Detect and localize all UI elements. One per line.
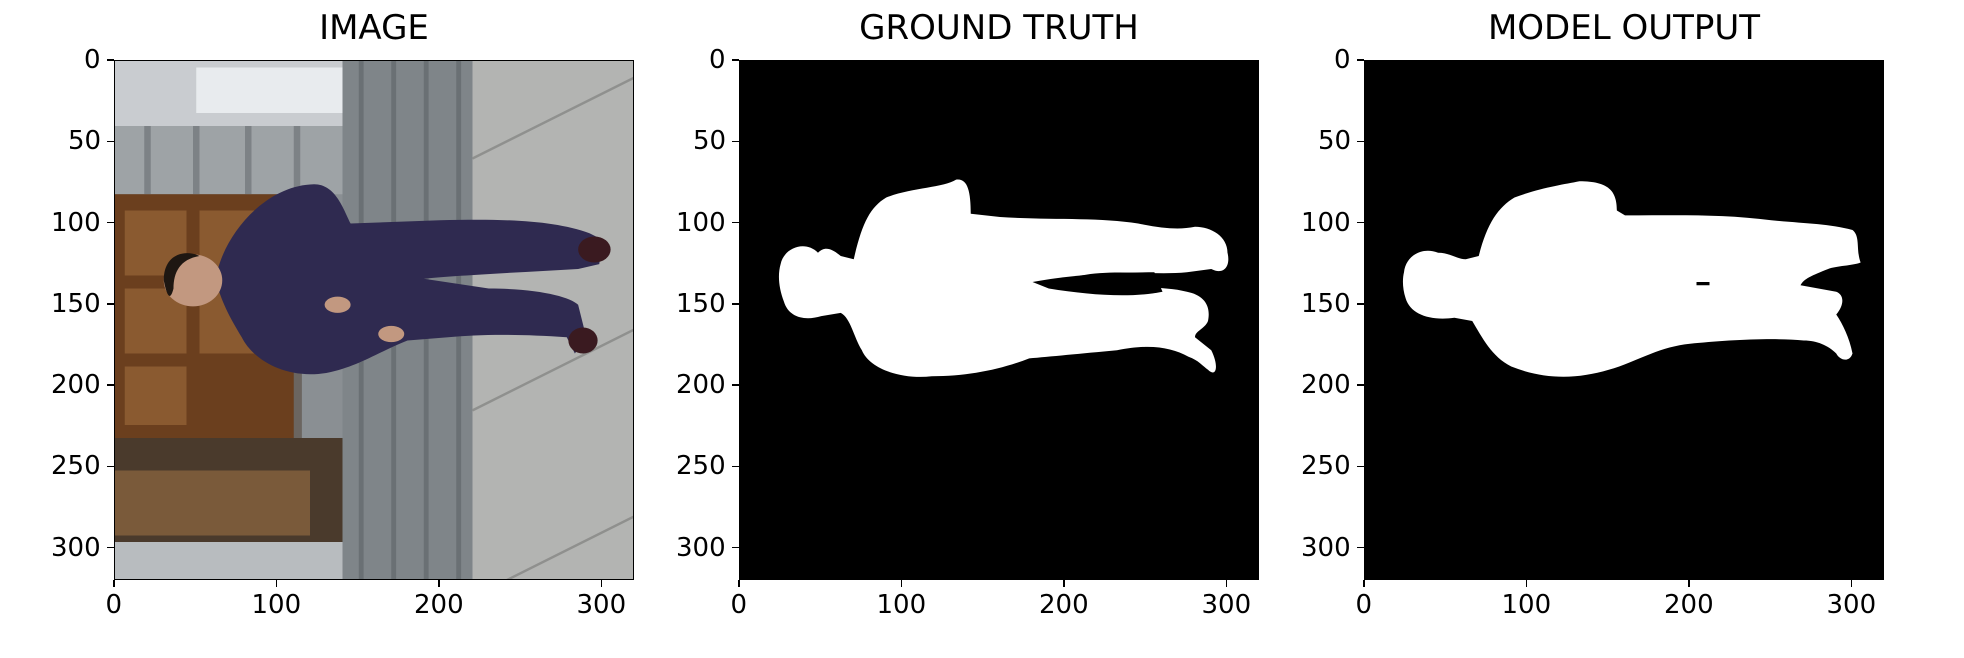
x-tick-mark xyxy=(275,580,278,587)
x-tick-mark xyxy=(1063,580,1065,587)
y-tick-mark xyxy=(107,221,114,224)
y-tick-label: 150 xyxy=(676,288,726,319)
y-tick-label: 300 xyxy=(676,532,726,563)
y-tick-label: 300 xyxy=(1301,532,1351,563)
x-tick-label: 200 xyxy=(1664,590,1714,620)
ground-truth-axes xyxy=(739,60,1259,580)
panel-title: GROUND TRUTH xyxy=(859,8,1139,48)
y-tick-label: 250 xyxy=(1301,451,1351,482)
y-tick-mark xyxy=(1357,546,1364,549)
y-tick-mark xyxy=(1357,465,1364,467)
y-tick-mark xyxy=(732,221,739,224)
x-tick-mark xyxy=(600,580,603,587)
y-tick-mark xyxy=(1357,384,1364,386)
y-tick-label: 0 xyxy=(84,45,101,75)
y-tick-mark xyxy=(1357,59,1364,61)
x-tick-label: 300 xyxy=(1826,590,1877,620)
y-tick-mark xyxy=(732,546,739,549)
y-tick-label: 100 xyxy=(1301,207,1351,238)
x-tick-mark xyxy=(738,580,740,587)
x-tick-label: 100 xyxy=(1501,590,1552,620)
y-tick-label: 300 xyxy=(51,532,101,563)
y-tick-label: 0 xyxy=(1334,45,1351,75)
x-tick-mark xyxy=(438,580,440,587)
x-tick-label: 100 xyxy=(251,590,302,620)
x-tick-label: 0 xyxy=(1355,590,1373,620)
y-tick-mark xyxy=(732,384,739,386)
y-tick-mark xyxy=(732,465,739,467)
model-output-axes xyxy=(1364,60,1884,580)
y-tick-mark xyxy=(732,59,739,61)
y-tick-mark xyxy=(107,303,114,305)
y-tick-mark xyxy=(1357,221,1364,224)
x-tick-label: 200 xyxy=(1039,590,1089,620)
y-tick-label: 100 xyxy=(51,207,101,238)
ground-truth-mask xyxy=(740,61,1258,579)
x-tick-label: 0 xyxy=(105,590,123,620)
y-tick-mark xyxy=(107,59,114,61)
y-tick-mark xyxy=(1357,303,1364,305)
photo-axes xyxy=(114,60,634,580)
x-tick-mark xyxy=(1363,580,1365,587)
y-tick-label: 150 xyxy=(1301,288,1351,319)
y-tick-label: 200 xyxy=(51,370,101,400)
x-tick-mark xyxy=(1225,580,1228,587)
y-tick-mark xyxy=(1357,140,1364,142)
y-tick-label: 50 xyxy=(693,126,727,157)
y-tick-mark xyxy=(107,140,114,142)
panel-title: IMAGE xyxy=(319,8,429,48)
x-tick-mark xyxy=(1525,580,1528,587)
y-tick-label: 50 xyxy=(1318,126,1352,157)
y-tick-mark xyxy=(107,546,114,549)
x-tick-mark xyxy=(1688,580,1690,587)
y-tick-label: 50 xyxy=(68,126,102,157)
y-tick-mark xyxy=(732,140,739,142)
y-tick-mark xyxy=(732,303,739,305)
x-tick-mark xyxy=(113,580,115,587)
panel-title: MODEL OUTPUT xyxy=(1487,8,1761,48)
y-tick-label: 200 xyxy=(676,370,726,400)
y-tick-label: 100 xyxy=(676,207,726,238)
x-tick-label: 300 xyxy=(1201,590,1252,620)
model-output-mask xyxy=(1365,61,1883,579)
x-tick-mark xyxy=(900,580,903,587)
x-tick-label: 200 xyxy=(414,590,464,620)
y-tick-label: 0 xyxy=(709,45,726,75)
photo-image xyxy=(115,61,633,579)
x-tick-label: 0 xyxy=(730,590,748,620)
x-tick-mark xyxy=(1850,580,1853,587)
y-tick-mark xyxy=(107,465,114,467)
y-tick-label: 200 xyxy=(1301,370,1351,400)
y-tick-label: 250 xyxy=(51,451,101,482)
y-tick-label: 150 xyxy=(51,288,101,319)
x-tick-label: 300 xyxy=(576,590,627,620)
y-tick-label: 250 xyxy=(676,451,726,482)
y-tick-mark xyxy=(107,384,114,386)
x-tick-label: 100 xyxy=(876,590,927,620)
